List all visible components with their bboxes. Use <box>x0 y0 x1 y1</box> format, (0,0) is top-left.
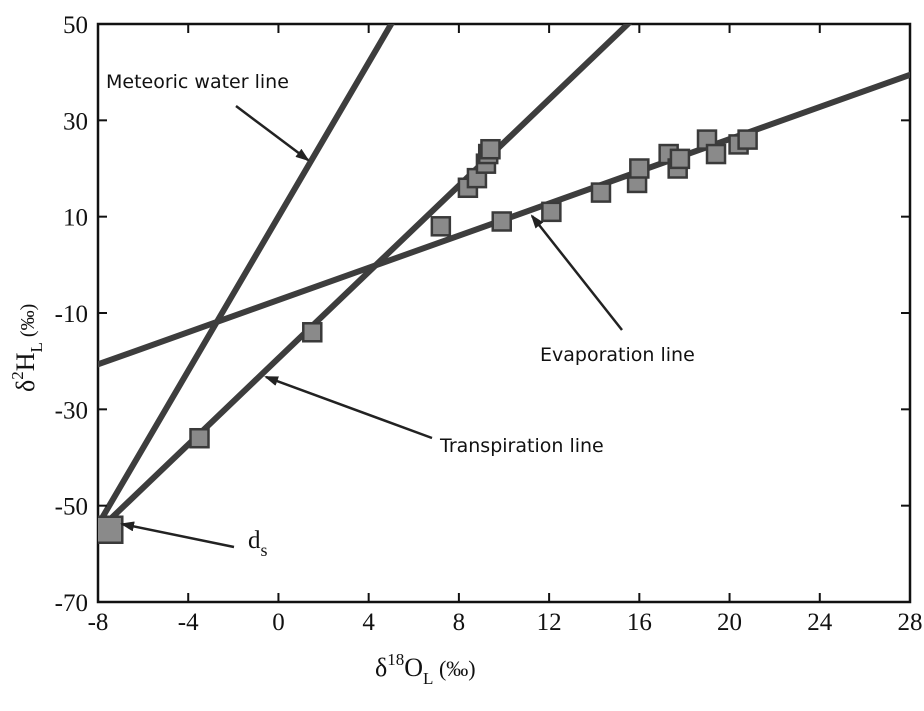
annotations: Meteoric water line Evaporation line Tra… <box>106 71 695 560</box>
x-tick-label: 4 <box>362 609 375 636</box>
y-tick-label: -10 <box>55 301 88 328</box>
x-tick-label: 0 <box>272 609 285 636</box>
annotation-ds-label: ds <box>248 527 268 560</box>
x-tick-label: -4 <box>178 609 199 636</box>
x-tick-label: 20 <box>717 609 742 636</box>
data-point <box>98 515 124 544</box>
x-axis-title: δ18OL (‰) <box>375 650 476 688</box>
y-tick-label: 50 <box>63 12 88 39</box>
data-point <box>430 216 452 237</box>
y-tick-label: -30 <box>55 397 88 424</box>
annotation-ds-arrow <box>120 521 235 549</box>
annotation-transpiration-arrow <box>264 375 433 440</box>
data-point <box>302 322 323 343</box>
y-tick-label: 10 <box>63 205 88 232</box>
x-tick-label: 28 <box>898 609 923 636</box>
x-tick-label: -8 <box>88 609 109 636</box>
transpiration-line <box>98 24 633 534</box>
y-axis-title: δ2HL (‰) <box>8 304 46 392</box>
x-axis-ticks: -8 -4 0 4 8 12 16 20 24 28 <box>88 24 923 636</box>
x-tick-label: 12 <box>537 609 562 636</box>
data-point <box>541 201 562 223</box>
x-tick-label: 8 <box>453 609 466 636</box>
data-point <box>705 143 727 165</box>
y-tick-label: -70 <box>55 590 88 617</box>
data-point <box>480 138 501 160</box>
annotation-evaporation-arrow <box>530 214 623 331</box>
y-tick-label: -50 <box>55 494 88 521</box>
data-point <box>629 158 650 179</box>
meteoric-water-line <box>98 24 395 528</box>
y-axis-ticks: -70 -50 -30 -10 10 30 50 <box>55 12 910 617</box>
annotation-meteoric-label: Meteoric water line <box>106 71 289 93</box>
data-point <box>737 129 758 150</box>
x-tick-label: 24 <box>807 609 833 636</box>
x-tick-label: 16 <box>627 609 652 636</box>
data-points <box>98 129 758 544</box>
annotation-transpiration-label: Transpiration line <box>439 435 604 457</box>
annotation-evaporation-label: Evaporation line <box>540 344 695 366</box>
data-point <box>669 148 691 170</box>
data-point <box>491 211 512 232</box>
y-tick-label: 30 <box>63 108 88 135</box>
annotation-meteoric-arrow <box>235 105 310 162</box>
data-point <box>189 427 210 449</box>
data-point <box>590 182 612 203</box>
